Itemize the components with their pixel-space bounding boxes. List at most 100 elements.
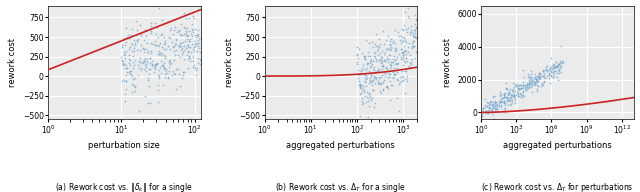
Point (534, 72, 545, 75)
Point (193, 35, 204, 38)
Point (502, 98, 512, 101)
Point (119, 37, 129, 40)
Point (390, 48, 401, 51)
Point (374, 76, 385, 79)
Point (168, 70, 179, 73)
Point (370, 75, 380, 79)
Point (386, 47, 396, 50)
Point (119, 78, 129, 81)
Point (145, 61, 156, 64)
Point (527, 75, 538, 79)
Point (541, 69, 552, 72)
Point (485, 100, 495, 103)
Point (525, 81, 535, 84)
Point (512, 84, 522, 88)
Point (532, 81, 542, 84)
Point (392, 62, 402, 65)
Point (541, 64, 552, 67)
Point (390, 62, 401, 65)
Point (556, 70, 566, 73)
Point (507, 93, 517, 96)
Point (196, 59, 206, 62)
Point (191, 68, 201, 71)
Point (186, 50, 196, 54)
Point (176, 33, 186, 36)
Point (398, 52, 408, 55)
Point (132, 64, 143, 67)
Point (170, 43, 180, 46)
Point (533, 75, 543, 78)
Point (145, 102, 155, 105)
Point (389, 73, 399, 76)
Point (359, 89, 369, 92)
Point (546, 69, 556, 72)
Point (365, 71, 376, 74)
Point (153, 36, 163, 39)
Point (409, 40, 419, 43)
Point (491, 103, 501, 106)
Point (515, 88, 525, 91)
Point (192, 0, 202, 3)
Point (513, 91, 524, 94)
Point (495, 91, 506, 94)
Point (125, 33, 136, 36)
Point (534, 76, 545, 79)
Point (129, 47, 140, 50)
Point (144, 85, 154, 88)
Point (370, 51, 380, 55)
Point (396, 34, 406, 37)
Point (195, 41, 205, 45)
Point (385, 42, 396, 46)
Point (355, 86, 365, 89)
Point (122, 70, 132, 74)
Point (388, 77, 398, 80)
Point (400, 69, 410, 72)
Point (483, 102, 493, 105)
Point (477, 110, 487, 113)
Point (526, 70, 536, 73)
Point (181, 47, 191, 50)
Point (358, 64, 368, 67)
Point (383, 69, 394, 72)
Text: (b) Rework cost vs. $\Delta_T$ for a single
perturbation at iteration 500.: (b) Rework cost vs. $\Delta_T$ for a sin… (275, 181, 406, 192)
Point (521, 86, 531, 89)
Point (393, 31, 403, 34)
Point (189, 49, 199, 52)
Point (399, 60, 409, 63)
Point (371, 58, 381, 61)
Point (170, 73, 180, 76)
Point (354, 80, 364, 83)
Point (182, 54, 193, 57)
Point (358, 85, 368, 88)
Point (547, 68, 557, 71)
Point (116, 55, 127, 58)
Point (534, 73, 544, 76)
Point (545, 57, 556, 60)
Point (492, 109, 502, 112)
Point (146, 42, 156, 45)
Point (143, 50, 153, 53)
Point (379, 72, 389, 75)
Point (372, 70, 382, 73)
Point (359, 54, 369, 57)
Point (481, 105, 492, 108)
Point (353, 69, 364, 72)
Point (495, 92, 506, 95)
Point (499, 93, 509, 96)
Point (377, 74, 387, 77)
Point (488, 94, 499, 98)
Point (401, 70, 412, 73)
Point (157, 32, 168, 36)
Point (135, 23, 145, 26)
Point (374, 90, 385, 93)
Point (130, 59, 140, 62)
Point (163, 76, 173, 79)
Point (399, 23, 409, 26)
Point (388, 55, 399, 58)
Point (396, 57, 406, 60)
Point (493, 104, 504, 107)
Point (187, 43, 197, 46)
Point (188, 66, 198, 69)
Text: (c) Rework cost vs. $\Delta_T$ for perturbations
with $p=0.001$ at each iteratio: (c) Rework cost vs. $\Delta_T$ for pertu… (481, 181, 634, 192)
Point (360, 68, 371, 71)
